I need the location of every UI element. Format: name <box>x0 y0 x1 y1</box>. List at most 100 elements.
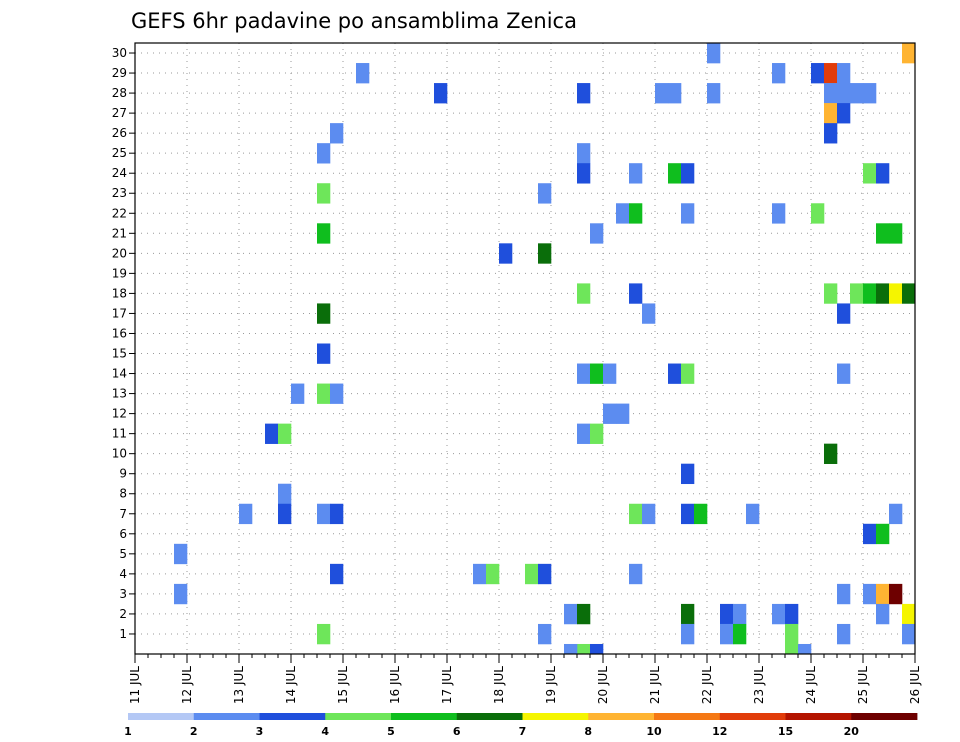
heatmap-cell <box>720 623 734 645</box>
heatmap-cell <box>629 563 643 585</box>
y-tick-label: 25 <box>112 146 127 160</box>
heatmap-cell <box>824 443 838 464</box>
legend-label: 1 <box>124 725 132 738</box>
heatmap-cell <box>876 603 890 625</box>
heatmap-cell <box>616 403 630 424</box>
heatmap-cell <box>317 503 331 525</box>
heatmap-cell <box>577 423 591 444</box>
heatmap-cell <box>863 83 877 104</box>
heatmap-cell <box>863 583 877 605</box>
heatmap-cell <box>317 303 331 324</box>
heatmap-cell <box>317 223 331 244</box>
heatmap-cell <box>330 123 344 144</box>
y-tick-label: 3 <box>119 587 127 601</box>
y-axis: 1234567891011121314151617181920212223242… <box>112 46 135 641</box>
heatmap-cell <box>850 83 864 104</box>
heatmap-cell <box>629 283 643 304</box>
heatmap-cell <box>278 503 292 525</box>
y-tick-label: 16 <box>112 326 127 340</box>
heatmap-cell <box>889 583 903 605</box>
heatmap-cell <box>538 243 552 264</box>
heatmap-cell <box>837 623 851 645</box>
heatmap-cell <box>707 83 721 104</box>
y-tick-label: 22 <box>112 206 127 220</box>
heatmap-cell <box>330 503 344 525</box>
heatmap-cell <box>629 203 643 224</box>
legend-label: 8 <box>584 725 592 738</box>
legend-label: 3 <box>256 725 264 738</box>
legend-label: 10 <box>646 725 662 738</box>
legend-swatch <box>851 713 918 720</box>
heatmap-cell <box>239 503 253 525</box>
heatmap-cell <box>590 423 604 444</box>
heatmap-cell <box>837 583 851 605</box>
heatmap-cell <box>655 83 669 104</box>
x-tick-label: 12 JUL <box>180 666 194 704</box>
legend-swatch <box>785 713 852 720</box>
heatmap-cell <box>837 103 851 124</box>
heatmap-cell <box>876 283 890 304</box>
heatmap-cell <box>902 43 916 64</box>
heatmap-cell <box>863 523 877 545</box>
heatmap-cell <box>577 83 591 104</box>
heatmap-cell <box>889 283 903 304</box>
heatmap-cell <box>577 163 591 184</box>
legend-label: 7 <box>519 725 527 738</box>
heatmap-cell <box>811 63 825 84</box>
y-tick-label: 12 <box>112 407 127 421</box>
heatmap-cell <box>837 83 851 104</box>
x-tick-label: 19 JUL <box>544 666 558 704</box>
data-cells <box>174 43 916 655</box>
heatmap-cell <box>785 623 799 645</box>
heatmap-cell <box>590 643 604 655</box>
y-tick-label: 20 <box>112 246 127 260</box>
heatmap-cell <box>733 603 747 625</box>
x-tick-label: 21 JUL <box>648 666 662 704</box>
x-tick-label: 22 JUL <box>700 666 714 704</box>
heatmap-cell <box>785 643 799 655</box>
heatmap-cell <box>473 563 487 585</box>
legend-swatch <box>259 713 326 720</box>
y-tick-label: 6 <box>119 527 127 541</box>
heatmap-cell <box>889 503 903 525</box>
y-tick-label: 24 <box>112 166 127 180</box>
legend-swatch <box>719 713 786 720</box>
heatmap-cell <box>668 83 682 104</box>
heatmap-cell <box>707 43 721 64</box>
y-tick-label: 28 <box>112 86 127 100</box>
heatmap-cell <box>889 223 903 244</box>
y-tick-label: 30 <box>112 46 127 60</box>
heatmap-cell <box>629 163 643 184</box>
heatmap-cell <box>317 343 331 364</box>
heatmap-cell <box>876 223 890 244</box>
heatmap-cell <box>902 603 916 625</box>
heatmap-cell <box>499 243 513 264</box>
heatmap-cell <box>772 603 786 625</box>
y-tick-label: 29 <box>112 66 127 80</box>
legend-swatch <box>456 713 523 720</box>
heatmap-cell <box>278 423 292 444</box>
heatmap-cell <box>772 63 786 84</box>
legend-swatch <box>522 713 589 720</box>
heatmap-cell <box>720 603 734 625</box>
heatmap-cell <box>538 623 552 645</box>
y-tick-label: 18 <box>112 286 127 300</box>
heatmap-cell <box>681 363 695 384</box>
heatmap-cell <box>590 223 604 244</box>
heatmap-cell <box>772 203 786 224</box>
heatmap-cell <box>330 563 344 585</box>
heatmap-cell <box>902 283 916 304</box>
heatmap-cell <box>525 563 539 585</box>
heatmap-cell <box>603 363 617 384</box>
x-tick-label: 24 JUL <box>804 666 818 704</box>
legend-swatch <box>654 713 721 720</box>
heatmap-cell <box>681 203 695 224</box>
heatmap-cell <box>876 583 890 605</box>
y-tick-label: 27 <box>112 106 127 120</box>
y-tick-label: 2 <box>119 607 127 621</box>
legend-swatch <box>588 713 655 720</box>
y-tick-label: 7 <box>119 507 127 521</box>
y-tick-label: 5 <box>119 547 127 561</box>
heatmap-cell <box>681 463 695 485</box>
heatmap-cell <box>681 623 695 645</box>
